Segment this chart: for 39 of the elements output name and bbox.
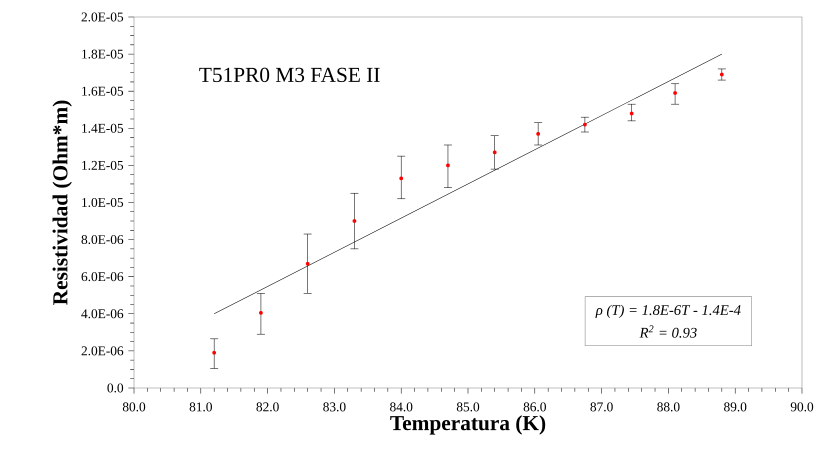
- y-tick-label: 4.0E-06: [81, 309, 124, 318]
- point: [352, 219, 356, 223]
- x-axis-title: Temperatura (K): [390, 415, 546, 435]
- point: [492, 150, 497, 154]
- x-tick-label: 87.0: [590, 402, 613, 412]
- y-tick-label: 1.0E-05: [82, 198, 124, 208]
- y-tick-label: 1.4E-05: [82, 124, 124, 133]
- y-tick-label: 1.6E-05: [82, 86, 124, 96]
- y-tick-label: 1.8E-05: [82, 50, 124, 59]
- point: [399, 176, 404, 180]
- x-tick-label: 81.0: [190, 402, 212, 412]
- x-tick-label: 82.0: [256, 402, 279, 412]
- point: [583, 122, 587, 126]
- point: [212, 350, 216, 355]
- y-tick-label: 2.0E-05: [82, 12, 124, 22]
- point: [720, 72, 724, 76]
- y-tick-label: 1.2E-05: [82, 160, 124, 170]
- y-tick-label: 6.0E-06: [82, 272, 124, 282]
- x-tick-label: 89.0: [724, 402, 746, 412]
- annotation: ρ (T) = 1.8E-6T - 1.4E-4: [595, 304, 741, 318]
- y-axis-title: Resistividad (Ohm*m): [52, 100, 72, 305]
- point: [446, 164, 450, 168]
- point: [630, 112, 634, 116]
- x-tick-label: 85.0: [456, 402, 480, 412]
- y-tick-label: 2.0E-06: [82, 346, 124, 356]
- x-tick-label: 90.0: [790, 402, 814, 412]
- x-tick-label: 80.0: [122, 402, 146, 412]
- point: [259, 310, 263, 315]
- x-tick-label: 84.0: [390, 402, 412, 412]
- x-tick-label: 86.0: [524, 402, 546, 412]
- annotation: R$^{2}$ = 0.93: [639, 325, 697, 338]
- point: [306, 262, 310, 266]
- x-tick-label: 83.0: [323, 402, 346, 412]
- y-tick-label: 0.0: [107, 383, 124, 393]
- x-tick-label: 88.0: [657, 402, 680, 412]
- point: [536, 132, 540, 136]
- point: [673, 91, 677, 95]
- y-tick-label: 8.0E-06: [82, 235, 124, 244]
- annotation: T51PR0 M3 FASE II: [199, 68, 380, 82]
